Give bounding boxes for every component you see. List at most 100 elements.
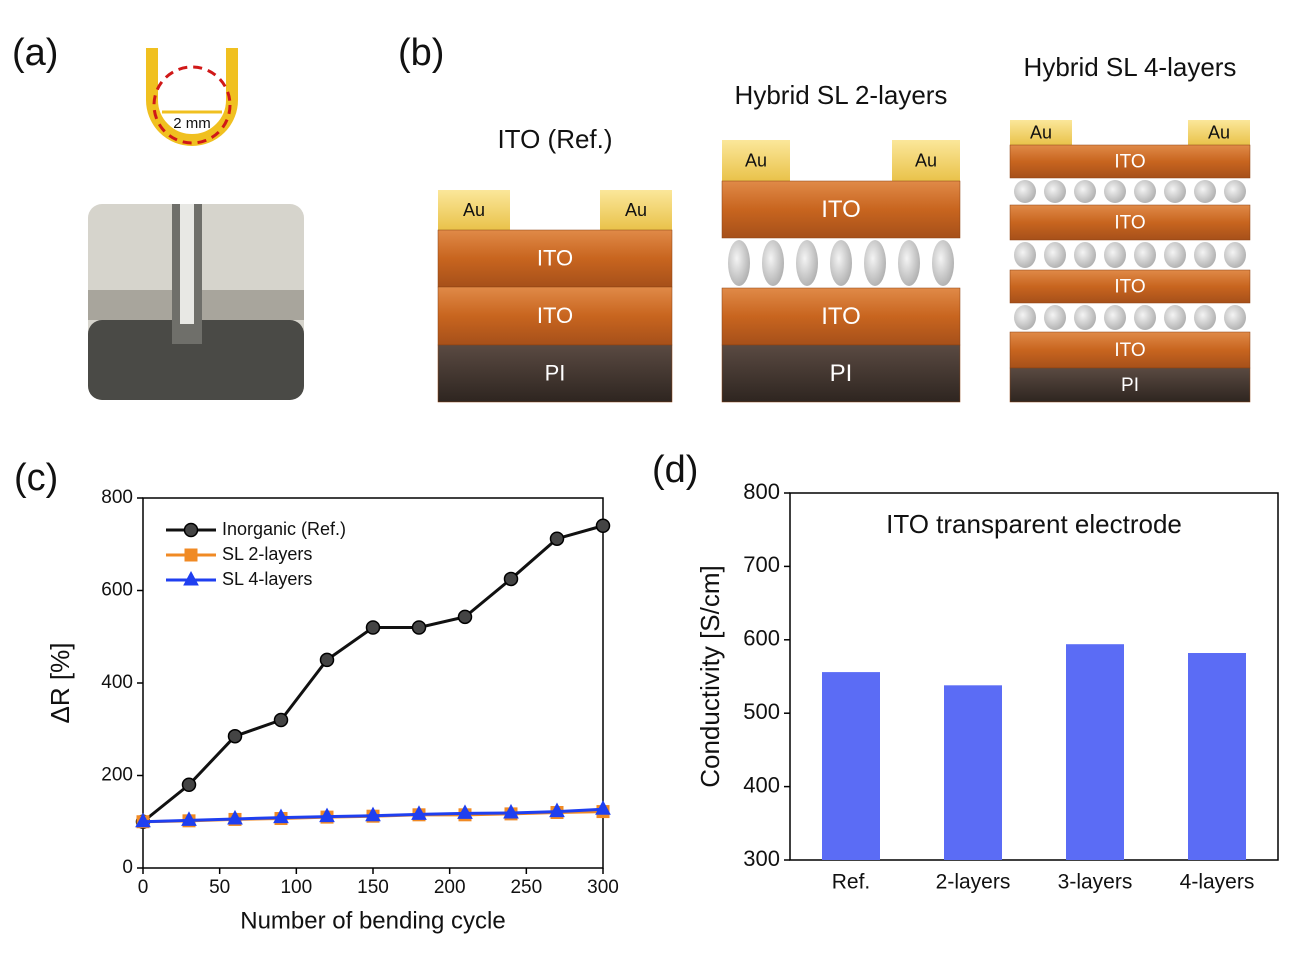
organic-molecule — [1014, 180, 1036, 203]
organic-molecule — [1164, 242, 1186, 268]
layer-label: ITO — [821, 303, 861, 330]
layer-stacks: ITO (Ref.) Au Au ITO ITO PI Hybrid SL 2-layers… — [437, 52, 1251, 403]
bar — [944, 685, 1002, 860]
layer-label: ITO — [537, 245, 573, 270]
ito-layer — [721, 287, 961, 346]
legend-marker — [183, 570, 199, 586]
x-tick-label: 100 — [280, 877, 312, 898]
y-tick-label: 400 — [743, 772, 780, 797]
legend-label: SL 4-layers — [222, 569, 312, 589]
bar — [1066, 644, 1124, 860]
y-tick-label: 300 — [743, 846, 780, 871]
layer-label: ITO — [1114, 277, 1145, 298]
au-contact — [438, 190, 510, 230]
data-point — [135, 812, 151, 828]
stack-title: Hybrid SL 2-layers — [735, 80, 948, 110]
y-tick-label: 500 — [743, 699, 780, 724]
organic-molecule — [1134, 305, 1156, 330]
organic-molecule — [762, 240, 784, 286]
organic-molecule — [1134, 180, 1156, 203]
data-point — [365, 620, 381, 635]
ito-layer — [1009, 204, 1251, 241]
y-axis-label: Conductivity [S/cm] — [695, 565, 725, 788]
y-tick-label: 800 — [743, 479, 780, 504]
x-tick-label: 200 — [434, 877, 466, 898]
organic-molecule — [1134, 242, 1156, 268]
data-point — [181, 811, 197, 826]
substrate-layer — [1009, 367, 1251, 403]
layer-label: PI — [545, 360, 566, 385]
organic-molecule — [1194, 242, 1216, 268]
organic-molecule — [1044, 305, 1066, 330]
y-tick-label: 0 — [122, 857, 133, 878]
contact-label: Au — [463, 200, 485, 220]
data-point — [227, 728, 243, 744]
bar — [822, 672, 880, 860]
x-tick-label: 3-layers — [1058, 871, 1133, 894]
organic-molecule — [796, 240, 818, 286]
organic-molecule — [1164, 305, 1186, 330]
organic-molecule — [1014, 242, 1036, 268]
ito-layer — [1009, 331, 1251, 369]
organic-molecule — [1074, 305, 1096, 330]
x-tick-label: 2-layers — [936, 871, 1011, 894]
au-contact — [1188, 120, 1250, 145]
layer-label: ITO — [1114, 340, 1145, 361]
legend-marker — [184, 548, 198, 562]
layer-label: ITO — [537, 303, 573, 328]
x-tick-label: 150 — [357, 877, 389, 898]
organic-molecule — [1014, 305, 1036, 330]
contact-label: Au — [1208, 122, 1230, 142]
data-point — [273, 712, 289, 728]
data-point — [319, 807, 335, 823]
organic-molecule — [1044, 180, 1066, 203]
y-tick-label: 200 — [101, 765, 133, 786]
x-tick-label: 0 — [138, 877, 149, 898]
ito-layer — [1009, 269, 1251, 304]
legend-label: SL 2-layers — [222, 544, 312, 564]
substrate-layer — [721, 344, 961, 403]
organic-molecule — [1044, 242, 1066, 268]
layer-label: ITO — [821, 196, 861, 223]
organic-molecule — [932, 240, 954, 286]
x-tick-label: 250 — [510, 877, 542, 898]
panel-label: (c) — [14, 457, 58, 499]
organic-molecule — [1194, 180, 1216, 203]
layer-label: PI — [1121, 375, 1139, 396]
x-axis-label: Number of bending cycle — [240, 907, 505, 934]
stack-title: Hybrid SL 4-layers — [1024, 52, 1237, 82]
au-contact — [1010, 120, 1072, 145]
organic-molecule — [1104, 180, 1126, 203]
layer-label: PI — [830, 360, 853, 387]
data-point — [457, 609, 473, 625]
organic-molecule — [1224, 180, 1246, 203]
y-tick-label: 700 — [743, 552, 780, 577]
dimension-label: 2 mm — [173, 115, 211, 132]
data-point — [503, 803, 519, 819]
data-point — [503, 571, 519, 587]
charts: (c) 0 200 400 600 800 ΔR [%] 0 50 100 150 200 250 300… — [14, 449, 1279, 934]
contact-label: Au — [915, 150, 937, 170]
data-point — [595, 800, 611, 815]
data-point — [319, 652, 335, 668]
organic-molecule — [1224, 242, 1246, 268]
organic-molecule — [1194, 305, 1216, 330]
ito-layer — [1009, 144, 1251, 179]
data-point — [181, 777, 197, 792]
organic-molecule — [1074, 242, 1096, 268]
y-tick-label: 600 — [743, 626, 780, 651]
data-point — [273, 808, 289, 824]
x-tick-label: 4-layers — [1180, 871, 1255, 894]
organic-molecule — [1104, 242, 1126, 268]
plot-frame — [789, 492, 1279, 861]
organic-molecule — [1224, 305, 1246, 330]
data-point — [365, 806, 381, 822]
au-contact — [892, 140, 960, 181]
layer-label: ITO — [1114, 213, 1145, 234]
x-tick-label: 300 — [587, 877, 619, 898]
data-point — [411, 805, 427, 820]
y-axis-label: ΔR [%] — [45, 643, 75, 724]
data-point — [227, 809, 243, 825]
